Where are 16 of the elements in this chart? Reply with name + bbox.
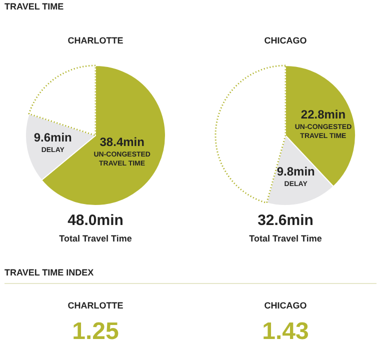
text: 48.0min — [68, 212, 124, 229]
text: CHARLOTTE — [68, 300, 124, 310]
text: Total Travel Time — [249, 234, 322, 244]
data-label: 22.8min — [300, 108, 346, 122]
data-label: 9.8min — [276, 164, 315, 179]
chart-title: CHICAGO — [264, 36, 307, 46]
text: Total Travel Time — [59, 234, 132, 244]
chart-title: CHARLOTTE — [68, 36, 124, 46]
text: 1.25 — [72, 318, 119, 345]
data-label: 38.4min — [100, 135, 144, 150]
text: TRAVEL TIME — [4, 2, 64, 12]
data-label: 9.6min — [34, 130, 72, 145]
text: 1.43 — [262, 318, 309, 345]
text: CHICAGO — [264, 300, 307, 310]
text: 32.6min — [258, 212, 314, 229]
text: TRAVEL TIME INDEX — [4, 268, 94, 278]
